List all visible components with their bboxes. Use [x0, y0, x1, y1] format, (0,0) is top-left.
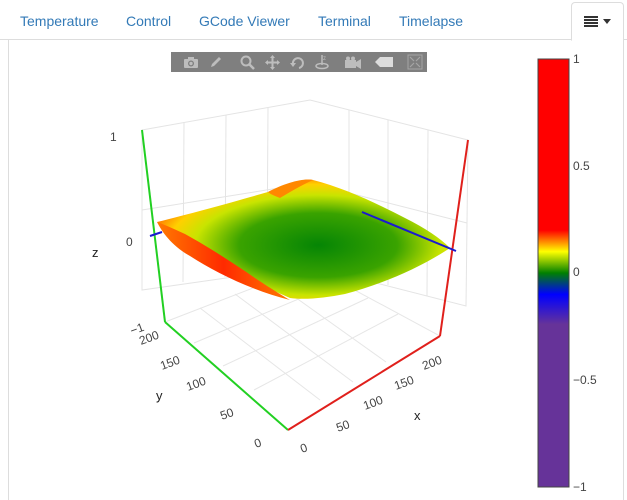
colorbar-tick-0: 0 — [573, 265, 580, 279]
z-axis-label: z — [92, 245, 99, 260]
z-tick-0: 0 — [126, 235, 133, 249]
x-axis-line — [287, 335, 441, 431]
z-tick-1: 1 — [110, 130, 117, 144]
y-tick-100: 100 — [184, 374, 208, 394]
turntable-button[interactable]: z — [309, 52, 334, 72]
x-tick-100: 100 — [361, 393, 385, 413]
colorbar-tick-1: 1 — [573, 52, 580, 66]
tab-temperature[interactable]: Temperature — [20, 13, 99, 29]
gcode-viewer-panel — [8, 40, 624, 500]
tab-control[interactable]: Control — [126, 13, 172, 29]
caret-down-icon — [603, 19, 611, 24]
x-axis-back-line — [439, 139, 469, 337]
pan-button[interactable] — [260, 52, 285, 72]
plot-modebar: z — [171, 52, 427, 72]
plotly-logo-icon — [407, 54, 423, 70]
hover-labels-button[interactable] — [371, 52, 396, 72]
colorbar-tick-neg1: −1 — [573, 480, 587, 494]
y-axis-line — [164, 321, 289, 431]
pencil-icon — [211, 57, 222, 67]
svg-text:z: z — [323, 56, 326, 62]
x-tick-0: 0 — [298, 440, 309, 456]
zoom-icon — [240, 55, 255, 70]
reset-camera-button[interactable] — [340, 52, 365, 72]
y-tick-150: 150 — [158, 353, 182, 373]
y-axis-label: y — [156, 388, 163, 403]
orbit-icon — [289, 56, 304, 69]
x-axis-label: x — [414, 408, 421, 423]
pan-icon — [264, 54, 280, 70]
camera-reset-icon — [344, 56, 361, 69]
camera-icon — [184, 56, 199, 68]
z-tick-neg1: −1 — [128, 320, 146, 338]
zoom-button[interactable] — [235, 52, 260, 72]
plotly-logo-button[interactable] — [402, 52, 427, 72]
orbit-button[interactable] — [285, 52, 310, 72]
colorbar-tick-neg0.5: −0.5 — [573, 373, 597, 387]
tab-terminal[interactable]: Terminal — [318, 13, 371, 29]
z-zero-line-left — [149, 231, 163, 237]
edit-plot-button[interactable] — [204, 52, 229, 72]
colorbar — [537, 58, 570, 488]
y-tick-50: 50 — [218, 405, 236, 423]
colorbar-tick-0.5: 0.5 — [573, 159, 590, 173]
download-plot-button[interactable] — [179, 52, 204, 72]
z-zero-line-right — [361, 211, 457, 252]
x-tick-50: 50 — [334, 417, 352, 435]
tag-icon — [374, 57, 393, 67]
z-axis-line — [141, 129, 166, 323]
y-tick-0: 0 — [252, 435, 263, 451]
hamburger-menu-icon — [584, 16, 598, 27]
mesh-surface — [157, 179, 450, 300]
tab-timelapse[interactable]: Timelapse — [399, 13, 464, 29]
turntable-icon: z — [315, 55, 329, 70]
tab-bar: Temperature Control GCode Viewer Termina… — [0, 0, 627, 41]
x-tick-150: 150 — [392, 373, 416, 393]
tab-overflow-menu[interactable] — [571, 2, 624, 41]
y-tick-200: 200 — [137, 328, 161, 348]
tab-gcode-viewer[interactable]: GCode Viewer — [199, 13, 290, 29]
x-tick-200: 200 — [420, 353, 444, 373]
